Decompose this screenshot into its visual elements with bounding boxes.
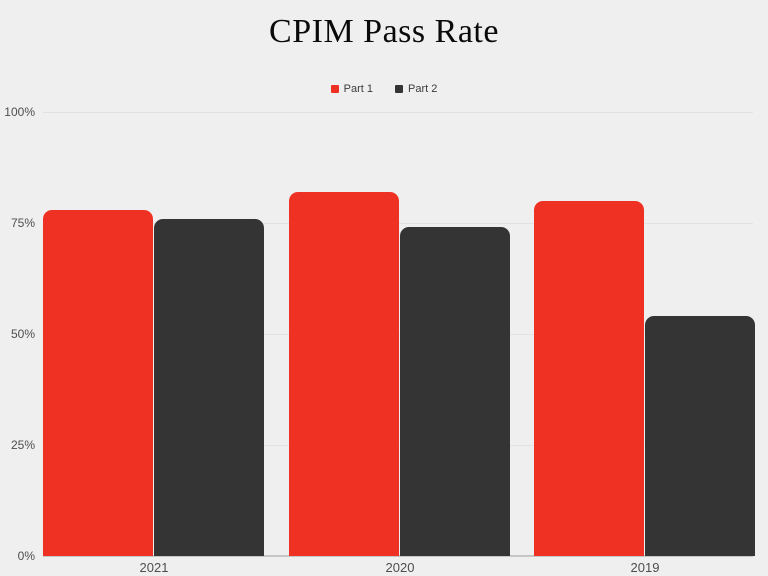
- legend-label: Part 1: [343, 83, 373, 95]
- bar-part-1-2020: [289, 192, 399, 556]
- gridline-100: [43, 112, 753, 113]
- y-tick-label-50: 50%: [10, 327, 35, 341]
- legend-item-part-1: Part 1: [330, 83, 373, 95]
- y-tick-label-75: 75%: [10, 216, 35, 230]
- x-axis-baseline: [43, 555, 753, 557]
- y-tick-label-100: 100%: [4, 105, 35, 119]
- bar-part-2-2019: [645, 316, 755, 556]
- chart-title: CPIM Pass Rate: [269, 13, 499, 50]
- bar-part-1-2019: [534, 201, 644, 556]
- y-tick-label-0: 0%: [17, 549, 35, 563]
- bar-part-2-2020: [400, 227, 510, 556]
- plot-area: [43, 112, 755, 557]
- x-tick-label-2021: 2021: [139, 560, 169, 575]
- legend: Part 1 Part 2: [0, 83, 768, 95]
- legend-label: Part 2: [408, 83, 438, 95]
- x-tick-label-2020: 2020: [385, 560, 415, 575]
- bar-part-2-2021: [154, 219, 264, 556]
- bar-part-1-2021: [43, 210, 153, 556]
- x-tick-label-2019: 2019: [630, 560, 660, 575]
- y-tick-label-25: 25%: [10, 438, 35, 452]
- legend-swatch-part-2: [395, 85, 403, 93]
- legend-item-part-2: Part 2: [395, 83, 437, 95]
- legend-swatch-part-1: [330, 85, 339, 93]
